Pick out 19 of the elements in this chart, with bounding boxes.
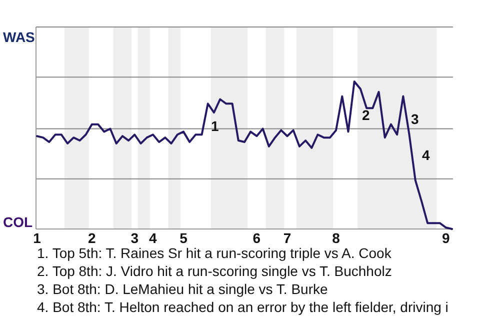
text: 2. Top 8th: J. Vidro hit a run-scoring single vs T. Buchholz bbox=[37, 263, 392, 279]
x-tick-label: 1 bbox=[33, 230, 42, 246]
text: 1. Top 5th: T. Raines Sr hit a run-scoring triple vs A. Cook bbox=[37, 245, 392, 261]
x-tick-label: 6 bbox=[252, 230, 261, 246]
x-tick-label: 8 bbox=[332, 230, 340, 246]
annotation: 2 bbox=[362, 107, 370, 123]
annotation: 4 bbox=[422, 147, 430, 163]
text: 4. Bot 8th: T. Helton reached on an error by the left fielder, driving i bbox=[37, 299, 448, 315]
x-tick-label: 5 bbox=[180, 230, 188, 246]
text: COL bbox=[3, 214, 33, 230]
x-tick-label: 4 bbox=[149, 230, 158, 246]
text: WAS bbox=[3, 29, 35, 45]
x-tick-label: 9 bbox=[442, 230, 450, 246]
x-tick-label: 3 bbox=[130, 230, 139, 246]
annotation: 3 bbox=[411, 111, 419, 127]
text: 3. Bot 8th: D. LeMahieu hit a single vs T. Burke bbox=[37, 281, 328, 297]
x-tick-label: 2 bbox=[88, 230, 96, 246]
x-tick-label: 7 bbox=[283, 230, 292, 246]
annotation: 1 bbox=[211, 118, 219, 134]
